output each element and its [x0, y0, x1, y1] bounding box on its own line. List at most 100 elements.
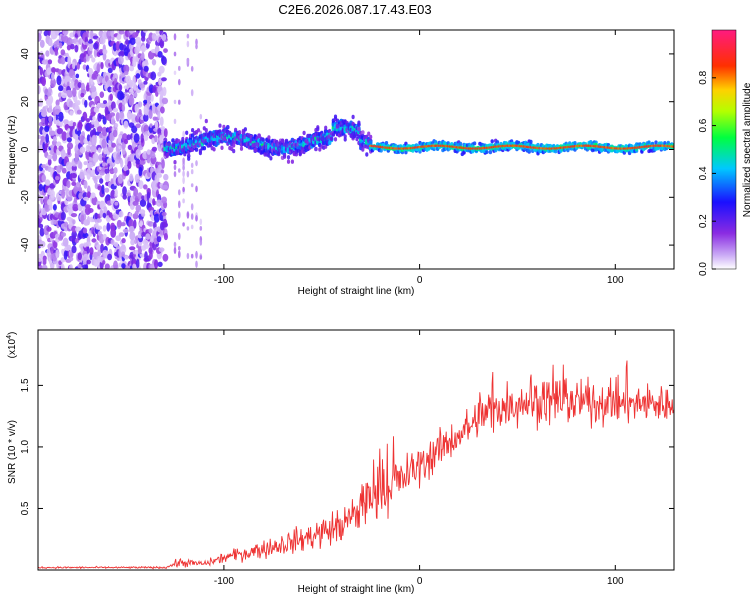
spectrogram-cell	[369, 140, 373, 145]
spectrogram-cell	[472, 141, 477, 146]
spectrogram-cell	[162, 184, 169, 190]
spectrogram-cell	[58, 236, 63, 241]
spectrogram-cell	[90, 144, 97, 155]
colorbar-tick-label: 0.8	[698, 70, 709, 84]
spectrogram-cell	[39, 227, 45, 237]
spectrogram-cell	[148, 228, 153, 234]
spectrogram-cell	[351, 114, 355, 120]
spectrogram-cell	[199, 218, 203, 226]
spectrogram-cell	[118, 30, 125, 35]
spectrogram-cell	[87, 208, 94, 213]
spectrogram-cell	[178, 78, 181, 86]
spectrogram-cell	[238, 130, 242, 135]
spectrogram-cell	[85, 241, 92, 247]
spectrogram-cell	[120, 159, 124, 168]
spectrogram-cell	[89, 54, 93, 59]
spectrogram-cell	[73, 135, 80, 140]
spectrogram-cell	[404, 150, 408, 155]
spectrogram-cell	[333, 137, 338, 142]
spectrogram-cell	[93, 48, 98, 58]
spectrogram-cell	[290, 159, 294, 164]
spectrogram-cell	[71, 181, 77, 186]
spectrogram-cell	[220, 145, 224, 150]
spectrogram-cell	[72, 87, 77, 98]
spectrogram-cell	[159, 38, 165, 49]
spectrogram-cell	[488, 150, 493, 155]
spectrogram-cell	[103, 100, 107, 105]
spectrogram-cell	[329, 136, 334, 141]
spectrogram-cell	[182, 165, 185, 171]
spectrogram-cell	[150, 94, 154, 102]
spectrogram-cell	[154, 120, 159, 130]
spectrogram-cell	[173, 164, 177, 171]
spectrogram-cell	[61, 188, 66, 199]
spectrogram-cell	[462, 150, 466, 155]
spectrogram-cell	[190, 65, 194, 72]
spectrogram-cell	[314, 146, 318, 152]
spectrogram-cell	[49, 262, 55, 269]
spectrogram-cell	[112, 129, 118, 138]
spectrogram-cell	[85, 118, 90, 123]
spectrogram-cell	[56, 127, 64, 135]
spectrogram-cell	[195, 260, 198, 268]
spectrogram-cell	[135, 123, 141, 129]
spectrogram-cell	[77, 252, 83, 261]
spectrogram-cell	[157, 181, 162, 189]
spectrogram-cell	[44, 179, 51, 186]
spectrogram-cell	[62, 30, 69, 36]
spectrogram-cell	[45, 133, 49, 144]
spectrogram-cell	[38, 98, 44, 107]
spectrogram-cell	[127, 161, 132, 169]
spectrogram-cell	[112, 108, 119, 113]
spectrogram-cell	[115, 235, 121, 242]
spectrogram-cell	[173, 70, 177, 76]
spectrogram-cell	[379, 148, 383, 153]
spectrogram-cell	[186, 170, 190, 178]
spectrogram-cell	[90, 192, 96, 199]
spectrogram-cell	[77, 264, 82, 268]
spectrogram-cell	[114, 201, 119, 206]
spectrogram-cell	[163, 128, 168, 138]
spectrogram-cell	[107, 253, 113, 261]
spectrogram-cell	[190, 213, 194, 220]
colorbar-gradient	[711, 29, 737, 270]
spectrogram-cell	[495, 140, 500, 145]
spectrogram-cell	[77, 82, 82, 88]
spectrogram-cell	[158, 247, 165, 252]
spectrogram-cell	[101, 126, 108, 137]
spectrogram-cell	[88, 39, 93, 44]
spectrogram-cell	[143, 113, 149, 122]
spectrogram-cell	[149, 123, 153, 128]
spectrogram-cell	[178, 232, 181, 240]
colorbar: 0.0 0.2 0.4 0.6 0.8 Normalized spectral ampl…	[698, 29, 750, 276]
snr-x-tick-label: 0	[417, 576, 423, 587]
spectrogram-cell	[204, 128, 208, 133]
spectrogram-cell	[152, 86, 157, 93]
spectrogram-cell	[123, 71, 129, 76]
spectrogram-cell	[38, 85, 41, 95]
spectrogram-cell	[134, 103, 140, 113]
spectrogram-cell	[529, 139, 533, 144]
spectrogram-cell	[212, 147, 216, 152]
spectrogram-cell	[102, 49, 108, 55]
spectrogram-cell	[171, 138, 175, 143]
colorbar-tick-label: 0.0	[698, 262, 709, 276]
spectrogram-cell	[92, 152, 99, 163]
spectrogram-cell	[60, 49, 66, 56]
spectrogram-cell	[143, 80, 148, 85]
spectrogram-y-axis-label: Frequency (Hz)	[7, 116, 18, 185]
spectrogram-cell	[100, 62, 104, 70]
spectrogram-cell	[187, 156, 191, 161]
spectrogram-cell	[102, 225, 107, 232]
spectrogram-x-tick-label: -100	[214, 275, 234, 286]
spectrogram-cell	[118, 84, 123, 91]
spectrogram-cell	[163, 218, 168, 228]
spectrogram-cell	[178, 211, 181, 219]
spectrogram-cell	[178, 200, 181, 209]
spectrogram-cell	[125, 170, 130, 175]
spectrogram-cell	[133, 187, 139, 197]
spectrogram-cell	[58, 111, 64, 122]
spectrogram-cell	[157, 111, 161, 119]
spectrogram-cell	[143, 243, 150, 250]
spectrogram-cell	[135, 148, 142, 159]
